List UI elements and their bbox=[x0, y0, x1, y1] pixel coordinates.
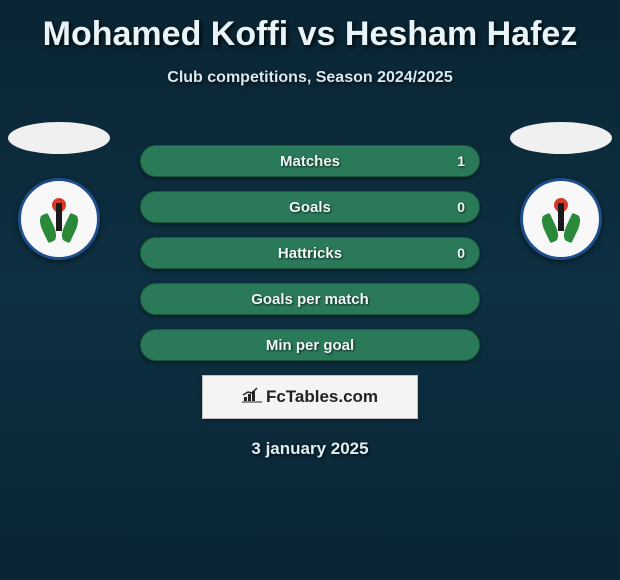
comparison-card: Mohamed Koffi vs Hesham Hafez Club compe… bbox=[0, 0, 620, 469]
stat-label: Goals bbox=[289, 199, 331, 216]
torch-icon bbox=[56, 203, 62, 231]
stat-label: Matches bbox=[280, 153, 340, 170]
torch-icon bbox=[558, 203, 564, 231]
stat-row: Goals per match bbox=[140, 283, 480, 315]
player-photo-right bbox=[510, 122, 612, 154]
stat-row: Matches 1 bbox=[140, 145, 480, 177]
stat-row: Goals 0 bbox=[140, 191, 480, 223]
stat-label: Hattricks bbox=[278, 245, 342, 262]
stat-row: Hattricks 0 bbox=[140, 237, 480, 269]
badge-circle bbox=[520, 178, 602, 260]
stat-label: Goals per match bbox=[251, 291, 369, 308]
club-badge-left bbox=[18, 178, 100, 260]
date-label: 3 january 2025 bbox=[0, 439, 620, 459]
badge-circle bbox=[18, 178, 100, 260]
club-badge-right bbox=[520, 178, 602, 260]
stat-value: 1 bbox=[457, 153, 465, 169]
stat-value: 0 bbox=[457, 199, 465, 215]
brand-label: FcTables.com bbox=[266, 387, 378, 407]
page-title: Mohamed Koffi vs Hesham Hafez bbox=[0, 15, 620, 54]
page-subtitle: Club competitions, Season 2024/2025 bbox=[0, 69, 620, 87]
chart-icon bbox=[242, 387, 262, 408]
stat-label: Min per goal bbox=[266, 337, 354, 354]
stat-row: Min per goal bbox=[140, 329, 480, 361]
player-photo-left bbox=[8, 122, 110, 154]
stats-list: Matches 1 Goals 0 Hattricks 0 Goals per … bbox=[140, 145, 480, 361]
brand-box[interactable]: FcTables.com bbox=[202, 375, 418, 419]
stat-value: 0 bbox=[457, 245, 465, 261]
